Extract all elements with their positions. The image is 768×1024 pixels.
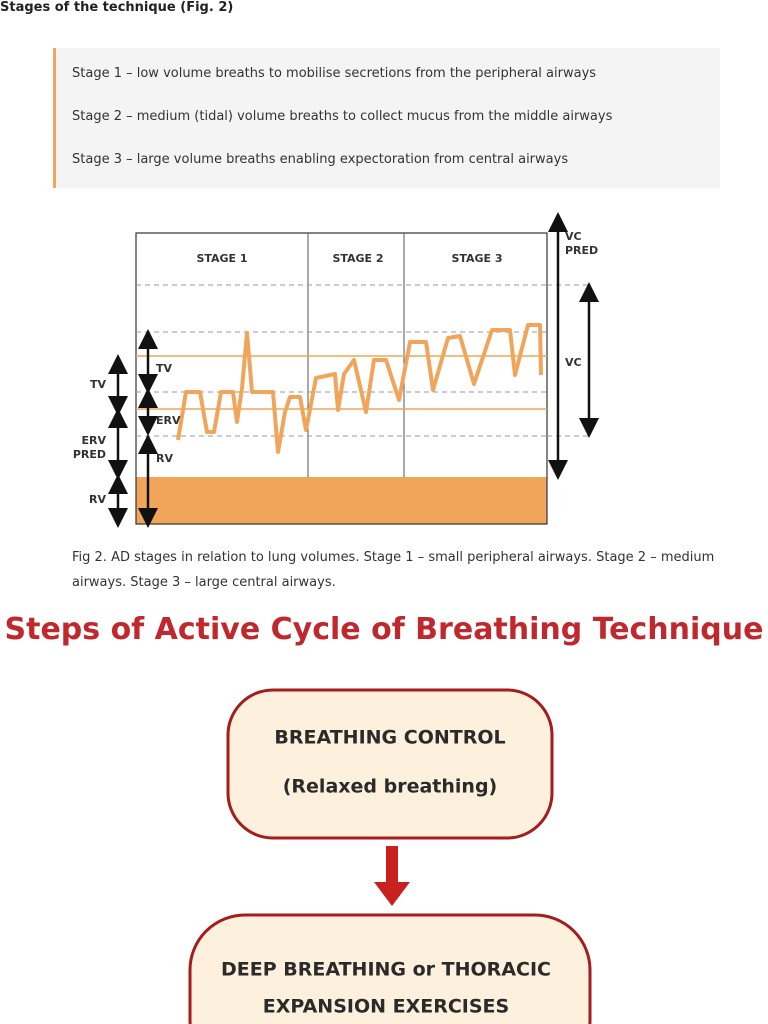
left-label: ERV bbox=[82, 434, 107, 447]
flow-arrow bbox=[374, 846, 410, 906]
rv-fill bbox=[136, 477, 547, 524]
right-label: VC bbox=[565, 230, 582, 243]
stage-item: Stage 1 – low volume breaths to mobilise… bbox=[72, 66, 597, 81]
breathing-wave bbox=[176, 323, 543, 454]
dashed-lines bbox=[136, 284, 590, 437]
inner-label: RV bbox=[156, 452, 173, 465]
stage-label: STAGE 3 bbox=[451, 252, 502, 265]
left-label: RV bbox=[89, 493, 106, 506]
arrows bbox=[108, 212, 599, 528]
inner-label: TV bbox=[156, 362, 173, 375]
stage-item: Stage 2 – medium (tidal) volume breaths … bbox=[72, 109, 613, 124]
step-box bbox=[188, 913, 592, 1024]
step-text: EXPANSION EXERCISES bbox=[263, 996, 509, 1018]
stage-list: Stage 1 – low volume breaths to mobilise… bbox=[53, 48, 720, 188]
stage-label: STAGE 1 bbox=[196, 252, 247, 265]
inner-label: ERV bbox=[156, 414, 181, 427]
section-title: Steps of Active Cycle of Breathing Techn… bbox=[4, 612, 764, 647]
stage-label: STAGE 2 bbox=[332, 252, 383, 265]
fig-frame bbox=[135, 232, 548, 525]
caption: Fig 2. AD stages in relation to lung vol… bbox=[72, 550, 715, 590]
step-text: DEEP BREATHING or THORACIC bbox=[221, 959, 551, 981]
heading: Stages of the technique (Fig. 2) bbox=[0, 0, 234, 15]
right-label: PRED bbox=[565, 244, 598, 257]
left-label: PRED bbox=[73, 448, 106, 461]
step-box bbox=[226, 688, 554, 840]
step-text: (Relaxed breathing) bbox=[283, 776, 498, 798]
right-label: VC bbox=[565, 356, 582, 369]
left-label: TV bbox=[90, 378, 107, 391]
step-text: BREATHING CONTROL bbox=[274, 727, 505, 749]
stage-item: Stage 3 – large volume breaths enabling … bbox=[72, 152, 569, 167]
